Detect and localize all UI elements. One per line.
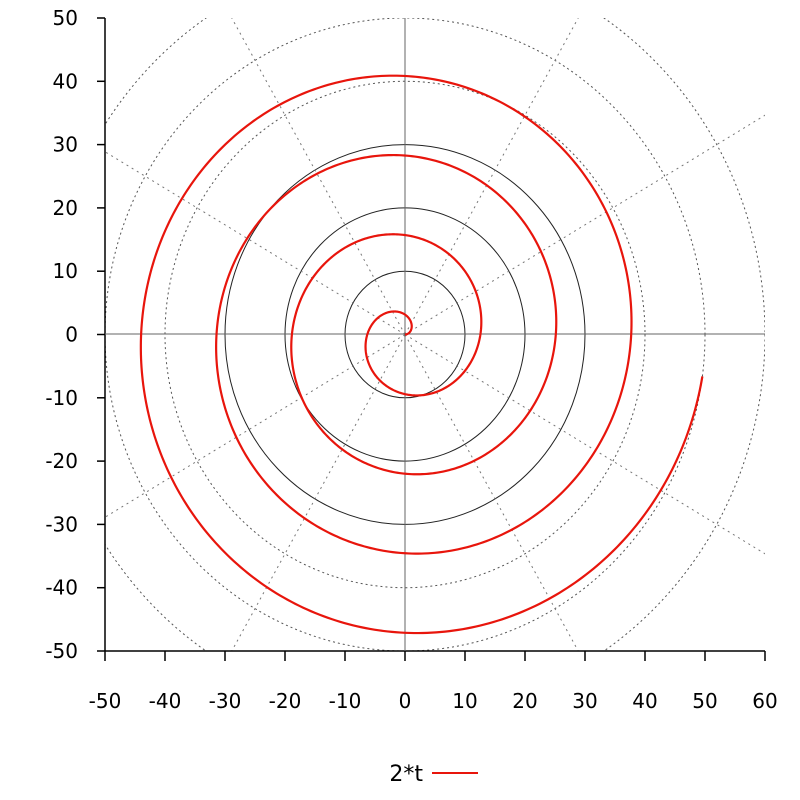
y-tick-label: 20 [53,196,78,220]
series-line-0 [139,74,704,635]
y-tick-label: 0 [65,323,78,347]
y-tick-label: -50 [45,639,78,663]
x-tick-label: -30 [209,689,242,713]
x-tick-label: -10 [329,689,362,713]
y-tick-label: -30 [45,512,78,536]
legend: 2*t [389,762,478,787]
x-tick-label: -40 [149,689,182,713]
axes [104,18,765,652]
legend-label: 2*t [389,762,423,787]
series-layer [139,74,704,635]
grid-spoke-60 [404,18,579,335]
y-tick-label: 40 [53,69,78,93]
x-tick-label: 10 [452,689,477,713]
x-ticks: -50 -40 -30 -20 -10 0 10 20 30 40 50 60 [89,651,778,713]
x-tick-label: 30 [572,689,597,713]
grid-spoke-300 [404,334,579,651]
x-tick-label: 20 [512,689,537,713]
x-tick-label: 0 [399,689,412,713]
x-tick-label: 60 [752,689,777,713]
y-tick-label: 50 [53,6,78,30]
x-tick-label: 40 [632,689,657,713]
grid-spoke-120 [231,18,406,335]
y-tick-label: -20 [45,449,78,473]
y-tick-label: -10 [45,386,78,410]
grid-spoke-240 [231,334,406,651]
x-tick-label: -20 [269,689,302,713]
grid-spoke-30 [404,114,765,335]
y-tick-label: 30 [53,133,78,157]
grid-spoke-150 [105,151,406,335]
x-tick-label: -50 [89,689,122,713]
grid-spoke-210 [105,334,406,518]
grid-spoke-330 [404,334,765,555]
y-ticks: 50 40 30 20 10 0 -10 -20 -30 -40 -50 [45,6,105,663]
y-tick-label: -40 [45,576,78,600]
y-tick-label: 10 [53,259,78,283]
x-tick-label: 50 [692,689,717,713]
